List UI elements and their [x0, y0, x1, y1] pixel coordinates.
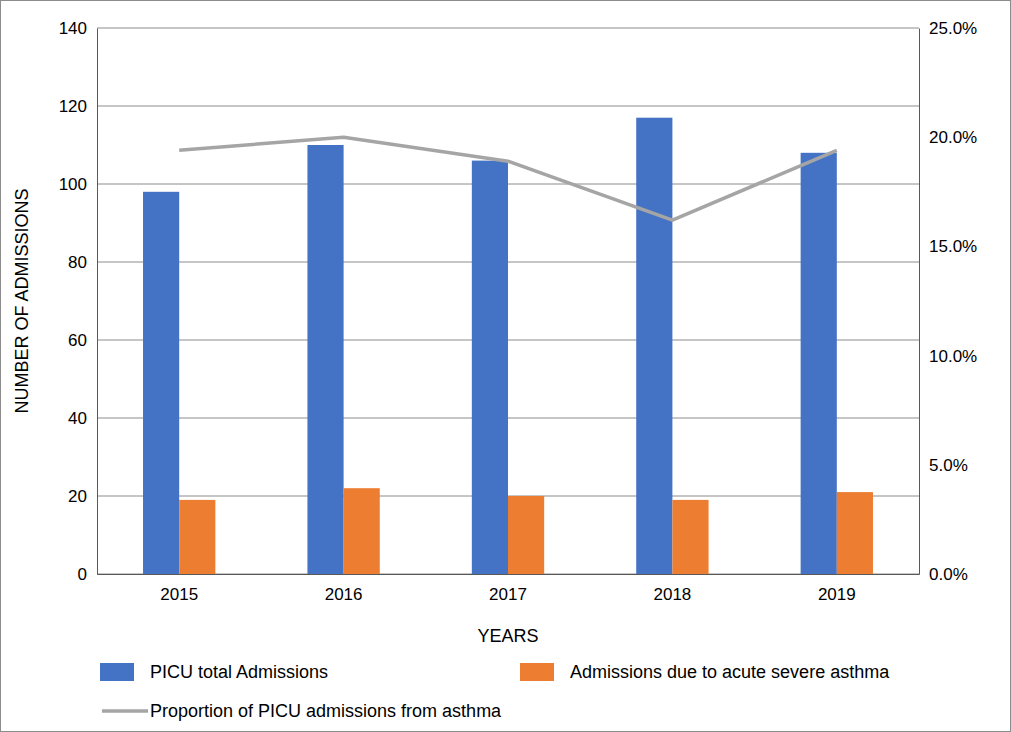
tick: 20.0%: [919, 128, 977, 147]
tick: 20: [68, 487, 97, 506]
axis-line: [919, 29, 920, 575]
tick-label: 5.0%: [929, 456, 968, 475]
bar: [307, 145, 343, 574]
bar: [636, 118, 672, 574]
tick: 2017: [489, 574, 527, 604]
axis-line: [98, 574, 920, 575]
axis-line: [97, 29, 98, 575]
bar: [672, 500, 708, 574]
tick-label: 0.0%: [929, 565, 968, 584]
y-axis-title: NUMBER OF ADMISSIONS: [12, 188, 32, 413]
legend-label: PICU total Admissions: [150, 662, 328, 682]
tick: 0: [78, 565, 97, 584]
legend-item: Admissions due to acute severe asthma: [520, 662, 890, 682]
chart: 2015 2016 2017 2018 2019 0 20 40 60 80 100 120 140 0.…: [0, 0, 1011, 732]
tick: 25.0%: [919, 19, 977, 38]
tick: 100: [59, 175, 97, 194]
tick-label: 2019: [818, 585, 856, 604]
legend-item: PICU total Admissions: [100, 662, 328, 682]
tick: 2016: [325, 574, 363, 604]
grid-line: [97, 28, 919, 29]
grid-line: [97, 106, 919, 107]
marks: [143, 118, 873, 574]
tick-label: 140: [59, 19, 87, 38]
grid: [97, 28, 919, 574]
legend-label: Proportion of PICU admissions from asthm…: [150, 701, 502, 721]
tick-label: 2017: [489, 585, 527, 604]
frame: [1, 1, 1011, 732]
tick-label: 2015: [160, 585, 198, 604]
bar: [143, 192, 179, 574]
tick: 5.0%: [919, 456, 968, 475]
tick-label: 100: [59, 175, 87, 194]
tick-label: 80: [68, 253, 87, 272]
tick-label: 0: [78, 565, 87, 584]
tick-label: 10.0%: [929, 347, 977, 366]
tick: 2018: [653, 574, 691, 604]
tick: 2015: [160, 574, 198, 604]
bar-series: [179, 488, 873, 574]
legend-item: Proportion of PICU admissions from asthm…: [102, 701, 502, 721]
tick-label: 2016: [325, 585, 363, 604]
tick-label: 40: [68, 409, 87, 428]
legend-swatch: [102, 709, 148, 713]
bar: [508, 496, 544, 574]
tick: 40: [68, 409, 97, 428]
bar: [801, 153, 837, 574]
tick-label: 20: [68, 487, 87, 506]
bar: [472, 161, 508, 574]
y-axis: 0 20 40 60 80 100 120 140: [59, 19, 98, 584]
x-axis-title: YEARS: [477, 626, 538, 646]
bar: [837, 492, 873, 574]
tick-label: 2018: [653, 585, 691, 604]
y2-axis: 0.0% 5.0% 10.0% 15.0% 20.0% 25.0%: [919, 19, 977, 584]
legend-label: Admissions due to acute severe asthma: [570, 662, 890, 682]
tick: 120: [59, 97, 97, 116]
legend: PICU total Admissions Admissions due to a…: [100, 662, 890, 721]
legend-swatch: [100, 663, 134, 681]
tick: 0.0%: [919, 565, 968, 584]
x-axis: 2015 2016 2017 2018 2019: [98, 574, 920, 604]
bar-series: [143, 118, 837, 574]
bar: [179, 500, 215, 574]
plot: 2015 2016 2017 2018 2019 0 20 40 60 80 100 120 140 0.…: [59, 19, 978, 604]
tick-label: 120: [59, 97, 87, 116]
tick-label: 20.0%: [929, 128, 977, 147]
tick: 2019: [818, 574, 856, 604]
tick: 10.0%: [919, 347, 977, 366]
tick: 140: [59, 19, 97, 38]
bar: [344, 488, 380, 574]
legend-swatch: [520, 663, 554, 681]
tick: 60: [68, 331, 97, 350]
line: [179, 137, 837, 220]
tick-label: 60: [68, 331, 87, 350]
tick: 15.0%: [919, 237, 977, 256]
tick-label: 15.0%: [929, 237, 977, 256]
tick-label: 25.0%: [929, 19, 977, 38]
tick: 80: [68, 253, 97, 272]
